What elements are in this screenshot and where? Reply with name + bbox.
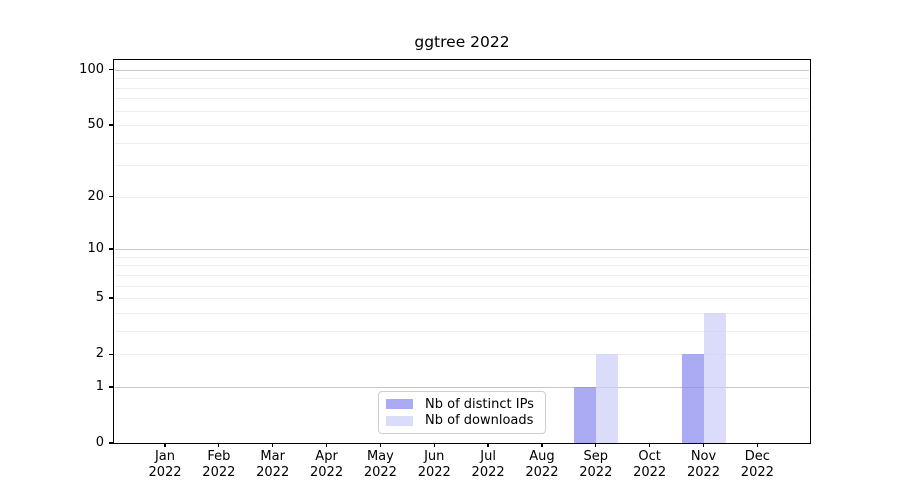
x-tick-label: Jun 2022: [406, 449, 462, 480]
y-tick-label: 5: [95, 290, 104, 306]
y-tick: [109, 196, 114, 198]
x-tick-label: Dec 2022: [729, 449, 785, 480]
gridline-minor: [115, 274, 809, 276]
gridline-minor: [115, 312, 809, 314]
x-tick: [433, 443, 435, 447]
legend-item: Nb of downloads: [386, 413, 538, 428]
y-tick: [109, 69, 114, 71]
bar-distinct-ips-nov: [681, 354, 704, 443]
x-tick-year: 2022: [148, 464, 182, 480]
x-tick: [541, 443, 543, 447]
x-tick-year: 2022: [310, 464, 344, 480]
gridline-minor: [115, 78, 809, 80]
gridline-minor: [115, 196, 809, 198]
x-tick-label: Jul 2022: [460, 449, 516, 480]
x-tick-year: 2022: [363, 464, 397, 480]
chart-title: ggtree 2022: [414, 33, 510, 51]
legend-swatch-distinct-ips: [386, 399, 413, 410]
y-tick-label: 100: [79, 61, 104, 77]
y-tick-label: 0: [95, 435, 104, 450]
x-tick-month: Feb: [207, 449, 231, 464]
bar-downloads-sep: [595, 354, 618, 443]
y-tick-label: 10: [87, 241, 104, 257]
x-tick: [649, 443, 651, 447]
x-tick: [379, 443, 382, 447]
gridline-minor: [115, 330, 809, 332]
bar-distinct-ips-sep: [573, 386, 596, 443]
x-tick-year: 2022: [633, 464, 667, 480]
gridline-major: [115, 69, 809, 71]
x-tick-year: 2022: [686, 464, 721, 480]
x-tick-month: Oct: [638, 449, 661, 464]
legend-label-distinct-ips: Nb of distinct IPs: [425, 396, 534, 412]
x-tick-year: 2022: [417, 464, 451, 480]
gridline-minor: [115, 142, 809, 144]
legend-swatch-downloads: [386, 415, 413, 426]
gridline-minor: [115, 87, 809, 89]
y-tick-label: 20: [87, 188, 104, 204]
bar-downloads-nov: [703, 312, 726, 443]
x-tick: [487, 443, 489, 447]
x-tick-label: Nov 2022: [676, 449, 732, 480]
x-tick-month: Nov: [690, 449, 717, 464]
x-tick-year: 2022: [525, 464, 559, 480]
x-tick-label: Feb 2022: [191, 449, 247, 480]
x-tick-year: 2022: [471, 464, 505, 480]
gridline-minor: [115, 298, 809, 300]
x-tick-year: 2022: [256, 464, 290, 480]
legend: Nb of distinct IPs Nb of downloads: [378, 391, 546, 434]
x-tick: [164, 443, 166, 447]
x-tick-year: 2022: [579, 464, 613, 480]
gridline-major: [115, 386, 809, 388]
x-tick-month: Dec: [744, 449, 770, 464]
y-tick: [109, 248, 114, 250]
x-tick-month: Sep: [583, 449, 609, 464]
x-tick: [595, 443, 597, 447]
gridline-minor: [115, 98, 809, 100]
x-tick-month: Jan: [154, 449, 176, 464]
x-tick: [272, 443, 274, 447]
x-tick-year: 2022: [740, 464, 774, 480]
y-tick-label: 2: [95, 346, 104, 362]
x-tick-label: Mar 2022: [245, 449, 301, 480]
x-tick-month: Jul: [480, 449, 496, 464]
y-tick-label: 1: [95, 378, 104, 394]
x-tick-label: Jan 2022: [137, 449, 193, 480]
x-tick-label: Apr 2022: [299, 449, 355, 480]
y-tick: [109, 442, 114, 444]
x-tick: [702, 443, 705, 447]
x-tick-month: May: [366, 449, 394, 464]
gridline-minor: [115, 125, 809, 127]
gridline-minor: [115, 265, 809, 267]
x-tick-month: Mar: [260, 449, 285, 464]
x-tick: [756, 443, 758, 447]
gridline-minor: [115, 354, 809, 356]
x-tick-label: Aug 2022: [514, 449, 570, 480]
y-tick: [109, 386, 114, 388]
y-tick-label: 50: [87, 117, 104, 133]
x-tick: [218, 443, 220, 447]
legend-item: Nb of distinct IPs: [386, 397, 538, 412]
x-tick-year: 2022: [202, 464, 236, 480]
x-tick-month: Aug: [529, 449, 555, 464]
x-tick-label: May 2022: [352, 449, 408, 480]
x-tick-month: Jun: [424, 449, 445, 464]
gridline-minor: [115, 110, 809, 112]
y-tick: [109, 353, 114, 355]
x-tick-label: Oct 2022: [622, 449, 678, 480]
gridline-minor: [115, 165, 809, 167]
y-tick: [109, 124, 114, 126]
x-tick-month: Apr: [315, 449, 338, 464]
gridline-major: [115, 249, 809, 251]
x-tick-label: Sep 2022: [568, 449, 624, 480]
y-tick: [109, 297, 114, 299]
gridline-minor: [115, 285, 809, 287]
x-tick: [325, 443, 328, 447]
legend-label-downloads: Nb of downloads: [425, 413, 534, 429]
gridline-minor: [115, 256, 809, 258]
